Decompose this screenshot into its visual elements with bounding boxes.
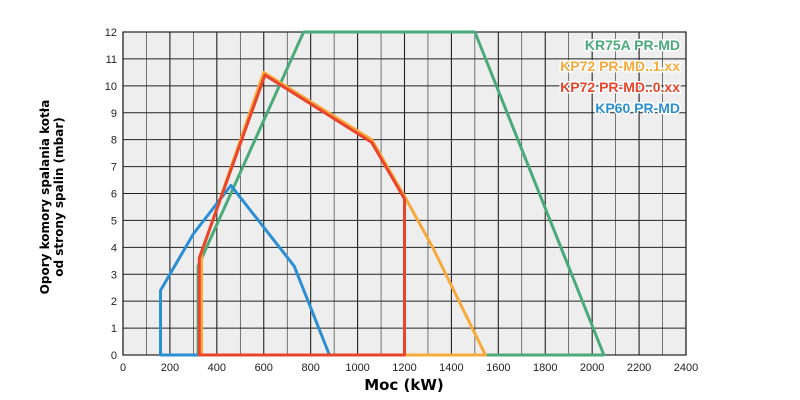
y-tick-label: 8 xyxy=(111,135,117,147)
legend-entry: KP72 PR-MD..1.xx xyxy=(560,58,680,74)
legend: KR75A PR-MD KP72 PR-MD..1.xx KP72 PR-MD..0… xyxy=(559,36,682,118)
x-tick-label: 600 xyxy=(255,362,273,374)
tick-labels: 0 200 400 600 800 1000 1200 1400 1600 1800 2000 220… xyxy=(105,27,698,374)
x-tick-label: 800 xyxy=(301,362,319,374)
x-tick-label: 1400 xyxy=(439,362,463,374)
x-tick-label: 400 xyxy=(208,362,226,374)
x-tick-label: 0 xyxy=(120,362,126,374)
x-tick-label: 1800 xyxy=(533,362,557,374)
x-tick-label: 1600 xyxy=(486,362,510,374)
y-tick-label: 11 xyxy=(106,54,117,66)
x-tick-label: 200 xyxy=(161,362,179,374)
x-tick-label: 2000 xyxy=(580,362,604,374)
x-tick-label: 1200 xyxy=(392,362,416,374)
legend-entry: KP60 PR-MD xyxy=(595,100,680,116)
x-axis-title: Moc (kW) xyxy=(364,376,444,394)
y-tick-label: 4 xyxy=(111,242,117,254)
x-tick-label: 2400 xyxy=(674,362,698,374)
y-tick-label: 10 xyxy=(105,81,117,93)
y-axis-title-line-1: Opory komory spalania kotła xyxy=(38,100,52,295)
y-tick-label: 2 xyxy=(111,296,117,308)
series-layer xyxy=(159,30,606,357)
y-axis-title-line-2: od strony spalin (mbar) xyxy=(52,117,66,276)
legend-entry: KP72 PR-MD..0.xx xyxy=(560,79,680,95)
y-tick-label: 12 xyxy=(105,27,117,39)
series-line-kp72-pr-md-0-xx xyxy=(197,73,406,357)
x-tick-label: 2200 xyxy=(627,362,651,374)
y-tick-label: 3 xyxy=(111,269,117,281)
y-tick-label: 5 xyxy=(111,215,117,227)
y-tick-label: 7 xyxy=(111,162,117,174)
y-axis-title-group: Opory komory spalania kotła od strony sp… xyxy=(38,100,66,295)
x-tick-label: 1000 xyxy=(345,362,369,374)
y-tick-label: 1 xyxy=(111,323,117,335)
y-tick-label: 6 xyxy=(111,189,117,201)
y-tick-label: 9 xyxy=(111,108,117,120)
y-tick-label: 0 xyxy=(111,350,117,362)
legend-entry: KR75A PR-MD xyxy=(585,37,680,53)
